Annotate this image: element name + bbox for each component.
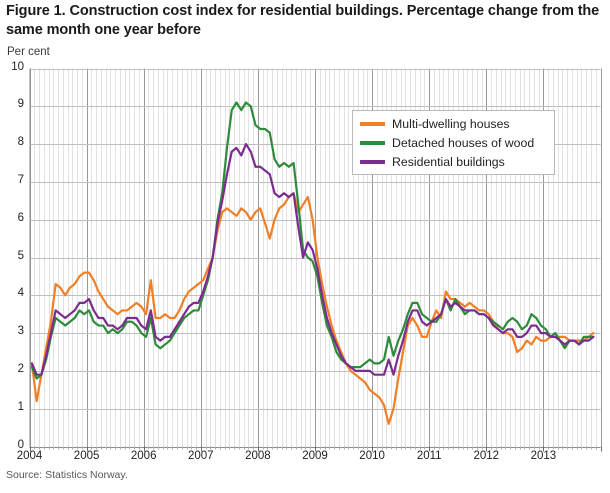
x-axis-tick-label: 2005 — [73, 450, 100, 462]
legend-swatch-green-icon — [360, 141, 385, 145]
x-axis-tick-label: 2010 — [359, 450, 385, 462]
legend-item-multi-dwelling-houses[interactable]: Multi-dwelling houses — [360, 114, 510, 134]
y-axis-tick-label: 1 — [17, 400, 24, 413]
y-axis-tick-label: 9 — [17, 98, 24, 111]
y-axis-tick-label: 5 — [17, 249, 24, 262]
y-axis-unit-label: Per cent — [7, 46, 50, 58]
x-axis-tick-label: 2013 — [530, 450, 557, 462]
y-axis-tick-label: 2 — [17, 362, 24, 375]
source-note: Source: Statistics Norway. — [6, 469, 128, 481]
legend-label: Residential buildings — [392, 155, 505, 169]
legend-item-residential-buildings[interactable]: Residential buildings — [360, 152, 505, 172]
y-axis-tick-label: 8 — [17, 136, 24, 149]
x-axis-tick-label: 2006 — [130, 450, 157, 462]
x-axis-tick-label: 2009 — [302, 450, 328, 462]
x-axis-tick-label: 2011 — [416, 450, 442, 462]
page-title: Figure 1. Construction cost index for re… — [6, 3, 600, 39]
x-axis-tick-label: 2008 — [245, 450, 271, 462]
series-line-detached-houses-of-wood — [30, 101, 595, 380]
x-axis-tick-label: 2007 — [188, 450, 214, 462]
x-axis-tick-label: 2004 — [16, 450, 43, 462]
x-axis-tick-label: 2012 — [473, 450, 500, 462]
y-axis-tick-label: 7 — [17, 173, 24, 186]
legend-label: Multi-dwelling houses — [392, 117, 510, 131]
legend-item-detached-houses-of-wood[interactable]: Detached houses of wood — [360, 133, 534, 153]
y-axis-tick-label: 6 — [17, 211, 24, 224]
y-axis-tick-label: 0 — [17, 438, 24, 451]
y-axis-tick-label: 4 — [17, 287, 24, 300]
series-line-residential-buildings — [30, 143, 595, 376]
y-axis-tick-label: 10 — [11, 60, 24, 73]
legend-label: Detached houses of wood — [392, 136, 535, 150]
y-axis-tick-label: 3 — [17, 325, 24, 338]
chart-legend: Multi-dwelling houses Detached houses of… — [352, 110, 555, 175]
legend-swatch-orange-icon — [360, 122, 385, 126]
legend-swatch-purple-icon — [360, 160, 385, 164]
